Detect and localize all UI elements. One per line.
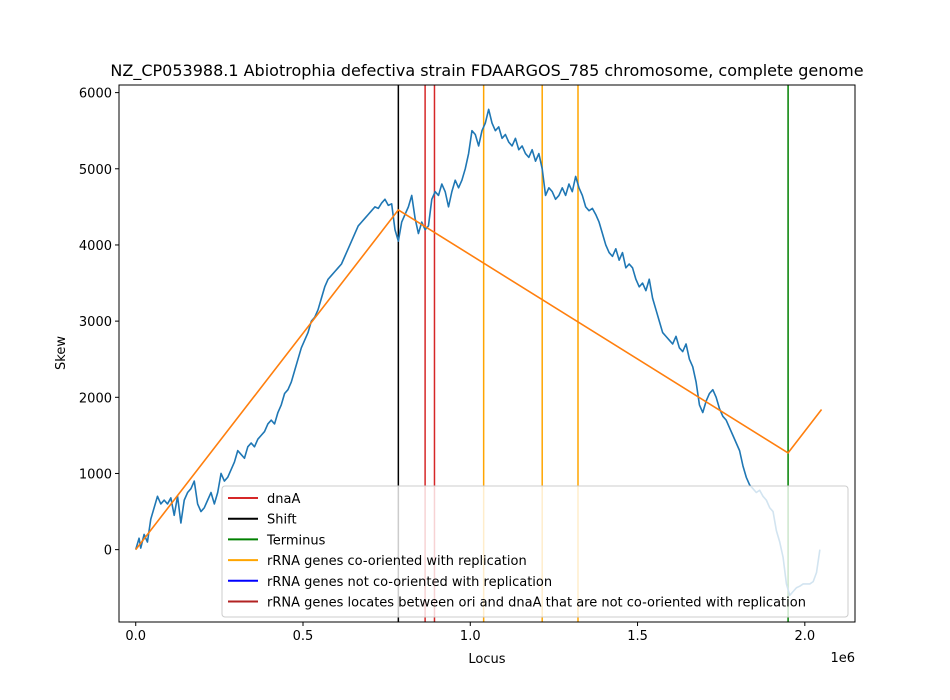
legend-label: rRNA genes co-oriented with replication (267, 554, 527, 569)
x-tick-label: 2.0 (794, 629, 815, 644)
y-axis-label: Skew (54, 336, 69, 370)
x-axis-label: Locus (468, 652, 505, 667)
y-tick-label: 1000 (79, 467, 112, 482)
y-tick-label: 5000 (79, 163, 112, 178)
y-tick-label: 0 (104, 544, 112, 559)
legend-label: Terminus (266, 533, 326, 548)
y-axis-ticks: 0 1000 2000 3000 4000 5000 6000 (79, 87, 119, 559)
legend-label: rRNA genes locates between ori and dnaA … (267, 596, 806, 611)
legend-items: dnaA Shift Terminus rRNA genes co-oriented … (228, 492, 806, 611)
x-axis-ticks: 0.0 0.5 1.0 1.5 2.0 (125, 622, 815, 644)
legend: dnaA Shift Terminus rRNA genes co-oriented … (221, 485, 849, 618)
legend-label: rRNA genes not co-oriented with replicat… (267, 575, 552, 590)
x-tick-label: 1.0 (460, 629, 481, 644)
plot-frame (118, 84, 856, 623)
y-tick-label: 6000 (79, 87, 112, 102)
x-axis-offset-label: 1e6 (830, 651, 855, 666)
chart-title: NZ_CP053988.1 Abiotrophia defectiva stra… (110, 61, 863, 81)
series-line-model (135, 209, 823, 551)
series-line-skew (134, 108, 821, 597)
y-tick-label: 2000 (79, 391, 112, 406)
legend-label: Shift (267, 513, 297, 528)
y-tick-label: 4000 (79, 239, 112, 254)
x-tick-label: 0.0 (125, 629, 146, 644)
y-tick-label: 3000 (79, 315, 112, 330)
legend-label: dnaA (267, 492, 300, 507)
x-tick-label: 1.5 (627, 629, 648, 644)
series-lines (134, 108, 823, 597)
legend-box (221, 485, 849, 618)
x-tick-label: 0.5 (293, 629, 314, 644)
